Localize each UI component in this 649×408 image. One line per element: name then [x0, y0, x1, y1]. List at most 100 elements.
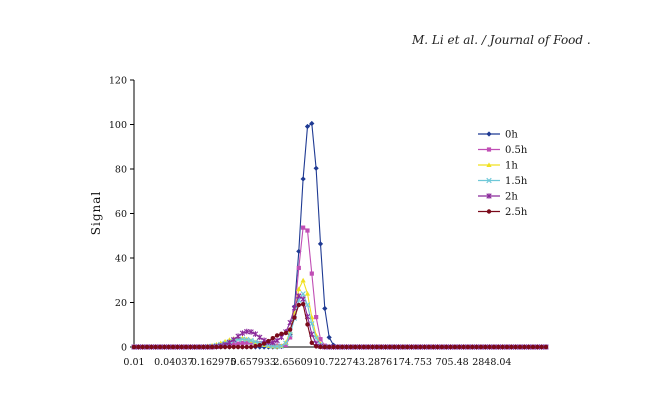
- y-tick-label: 40: [115, 254, 127, 265]
- data-point: [240, 344, 245, 350]
- data-point: [166, 344, 171, 350]
- data-point: [322, 344, 328, 350]
- data-point: [240, 340, 245, 346]
- data-point: [287, 327, 293, 332]
- legend-item: 1h: [478, 161, 518, 172]
- legend-item: 1.5h: [478, 176, 528, 187]
- data-point: [304, 123, 311, 130]
- data-point: [296, 265, 301, 271]
- data-point: [461, 344, 466, 350]
- data-point: [188, 344, 193, 350]
- data-point: [304, 291, 311, 296]
- data-point: [431, 344, 436, 350]
- data-point: [392, 344, 397, 350]
- data-point: [486, 147, 492, 152]
- data-point: [296, 286, 302, 292]
- y-ticks: 0 20 40 60 80 100 120: [109, 76, 134, 354]
- x-tick-label: 0.657933: [231, 357, 276, 368]
- data-point: [270, 339, 276, 346]
- data-point: [279, 331, 284, 336]
- data-point: [235, 344, 241, 350]
- legend-label: 0.5h: [505, 145, 528, 156]
- data-point: [309, 120, 315, 127]
- data-point: [418, 344, 423, 350]
- data-point: [283, 330, 288, 336]
- series-0h: [131, 120, 549, 350]
- x-tick-label: 174.753: [393, 357, 432, 368]
- data-point: [252, 339, 259, 345]
- series-line: [134, 295, 546, 348]
- y-axis-label: Signal: [89, 191, 103, 235]
- x-tick-label: 0.162975: [191, 357, 236, 368]
- y-tick-label: 120: [109, 76, 127, 87]
- data-point: [470, 344, 475, 350]
- data-point: [478, 344, 484, 350]
- data-point: [162, 344, 167, 350]
- data-point: [486, 162, 492, 167]
- data-point: [491, 344, 497, 350]
- data-point: [426, 344, 432, 350]
- x-tick-label: 43.2876: [353, 357, 392, 368]
- data-point: [218, 344, 223, 350]
- data-point: [179, 344, 184, 350]
- data-point: [300, 176, 306, 182]
- data-point: [222, 344, 228, 350]
- data-point: [365, 344, 371, 350]
- x-tick-label: 0.04037: [154, 357, 193, 368]
- data-point: [452, 344, 458, 350]
- data-point: [305, 228, 310, 233]
- data-point: [322, 305, 328, 312]
- data-point: [348, 344, 354, 350]
- data-point: [300, 291, 306, 297]
- data-point: [235, 333, 241, 339]
- data-point: [517, 344, 523, 350]
- data-point: [522, 344, 527, 350]
- legend-label: 1.5h: [505, 176, 528, 187]
- data-point: [317, 241, 324, 247]
- data-point: [252, 331, 259, 337]
- x-tick-label: 2848.04: [472, 357, 511, 368]
- legend-label: 1h: [505, 161, 518, 172]
- data-point: [387, 344, 393, 350]
- data-point: [292, 315, 297, 320]
- data-point: [326, 334, 332, 340]
- legend-label: 2h: [505, 192, 518, 203]
- data-point: [352, 344, 358, 350]
- data-point: [539, 344, 544, 350]
- data-point: [274, 343, 280, 350]
- data-point: [287, 331, 293, 338]
- data-point: [283, 340, 289, 346]
- data-point: [231, 342, 236, 347]
- data-point: [486, 131, 492, 137]
- data-point: [300, 301, 306, 307]
- data-point: [226, 339, 233, 346]
- data-point: [266, 338, 271, 344]
- data-point: [331, 344, 336, 350]
- data-point: [444, 344, 449, 350]
- data-point: [231, 344, 236, 350]
- data-point: [374, 344, 380, 350]
- data-point: [244, 328, 250, 335]
- x-tick-label: 0.01: [123, 357, 144, 368]
- data-point: [339, 344, 345, 350]
- legend-item: 2.5h: [478, 207, 528, 218]
- data-point: [318, 344, 323, 350]
- y-tick-label: 0: [121, 343, 127, 354]
- series-line: [134, 292, 546, 348]
- legend-item: 0.5h: [478, 145, 528, 156]
- data-point: [500, 344, 505, 350]
- data-point: [357, 344, 362, 350]
- data-point: [318, 337, 323, 342]
- data-point: [274, 333, 280, 338]
- data-point: [526, 344, 531, 350]
- y-tick-label: 60: [115, 209, 127, 220]
- y-tick-label: 100: [109, 120, 127, 131]
- data-point: [405, 344, 410, 350]
- data-point: [474, 344, 479, 350]
- data-point: [300, 296, 306, 302]
- data-point: [530, 344, 536, 350]
- data-point: [175, 344, 180, 350]
- data-point: [496, 344, 501, 350]
- data-point: [435, 344, 440, 350]
- data-point: [239, 330, 246, 336]
